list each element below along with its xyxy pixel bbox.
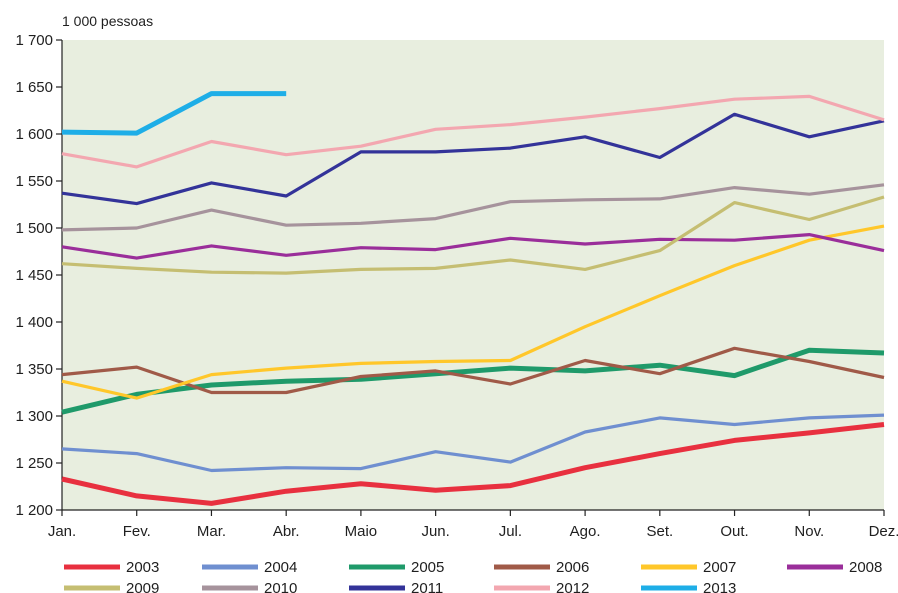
y-tick-label: 1 300 [15, 408, 53, 425]
series-line-2012 [61, 94, 885, 169]
series-line-2007 [61, 224, 885, 400]
legend-label-2012: 2012 [556, 580, 589, 593]
y-tick-label: 1 550 [15, 173, 53, 190]
x-axis: Jan. Fev. Mar. Abr. Maio Jun. Jul. Ago. Set. Out.… [48, 509, 898, 540]
y-tick-label: 1 450 [15, 267, 53, 284]
y-tick-label: 1 200 [15, 502, 53, 519]
x-tick-label: Jun. [421, 523, 449, 540]
x-tick-label: Jan. [48, 523, 76, 540]
x-tick-label: Jul. [499, 523, 522, 540]
legend-label-2009: 2009 [126, 580, 159, 593]
y-tick-label: 1 400 [15, 314, 53, 331]
legend-label-2005: 2005 [411, 559, 444, 576]
series-line-2011 [61, 112, 885, 206]
y-tick-label: 1 500 [15, 220, 53, 237]
series-line-2004 [61, 413, 885, 473]
x-tick-label: Dez. [869, 523, 898, 540]
legend-label-2008: 2008 [849, 559, 882, 576]
legend-label-2004: 2004 [264, 559, 297, 576]
series-line-2008 [61, 233, 885, 260]
legend-label-2007: 2007 [703, 559, 736, 576]
x-tick-label: Nov. [794, 523, 824, 540]
series-line-2009 [61, 195, 885, 275]
y-tick-label: 1 250 [15, 455, 53, 472]
legend-label-2010: 2010 [264, 580, 297, 593]
legend-label-2003: 2003 [126, 559, 159, 576]
x-tick-label: Set. [646, 523, 673, 540]
y-tick-label: 1 600 [15, 126, 53, 143]
x-tick-label: Maio [345, 523, 378, 540]
y-tick-label: 1 650 [15, 79, 53, 96]
x-tick-label: Fev. [123, 523, 151, 540]
x-tick-label: Ago. [570, 523, 601, 540]
y-axis-unit-label: 1 000 pessoas [62, 13, 153, 29]
legend-label-2006: 2006 [556, 559, 589, 576]
series-line-2013 [61, 91, 287, 136]
series-line-2005 [61, 347, 885, 415]
y-axis: 1 200 1 250 1 300 1 350 1 400 1 450 1 500 1 550… [15, 32, 63, 519]
series-line-2010 [61, 183, 885, 232]
x-tick-label: Abr. [273, 523, 300, 540]
legend: 2003 2004 2005 2006 2007 2008 2009 2010 2011 2012… [64, 559, 882, 593]
y-tick-label: 1 700 [15, 32, 53, 49]
series-line-2003 [61, 422, 885, 506]
legend-label-2011: 2011 [411, 580, 443, 593]
x-tick-label: Out. [720, 523, 748, 540]
x-tick-label: Mar. [197, 523, 226, 540]
series-lines [61, 91, 885, 506]
series-line-2006 [61, 346, 885, 395]
y-tick-label: 1 350 [15, 361, 53, 378]
legend-label-2013: 2013 [703, 580, 736, 593]
